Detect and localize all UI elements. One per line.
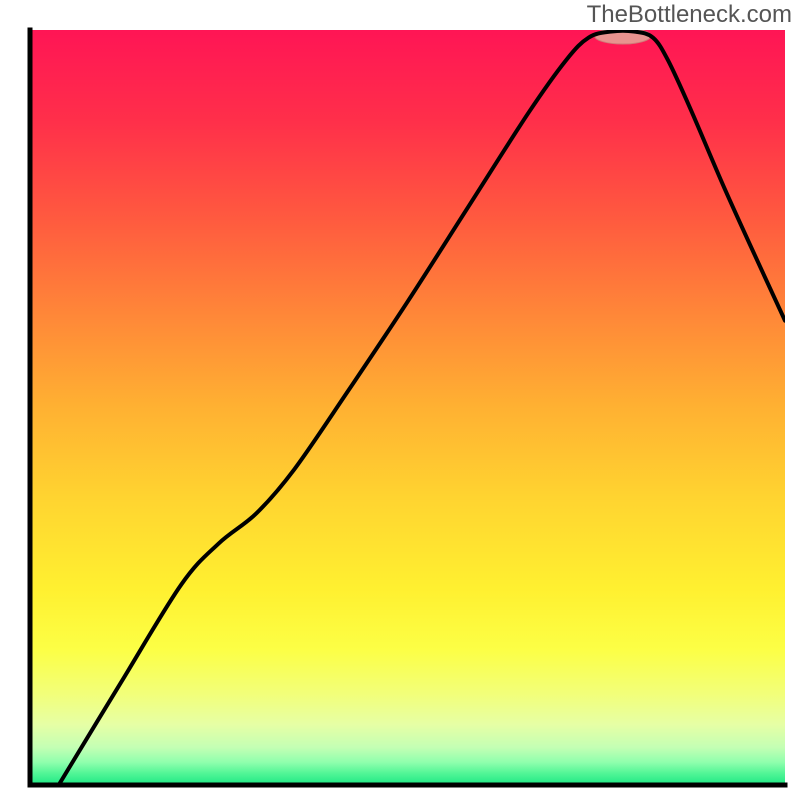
chart-container: TheBottleneck.com [0, 0, 800, 800]
gradient-background [30, 30, 785, 785]
bottleneck-chart [0, 0, 800, 800]
watermark-text: TheBottleneck.com [587, 1, 792, 29]
